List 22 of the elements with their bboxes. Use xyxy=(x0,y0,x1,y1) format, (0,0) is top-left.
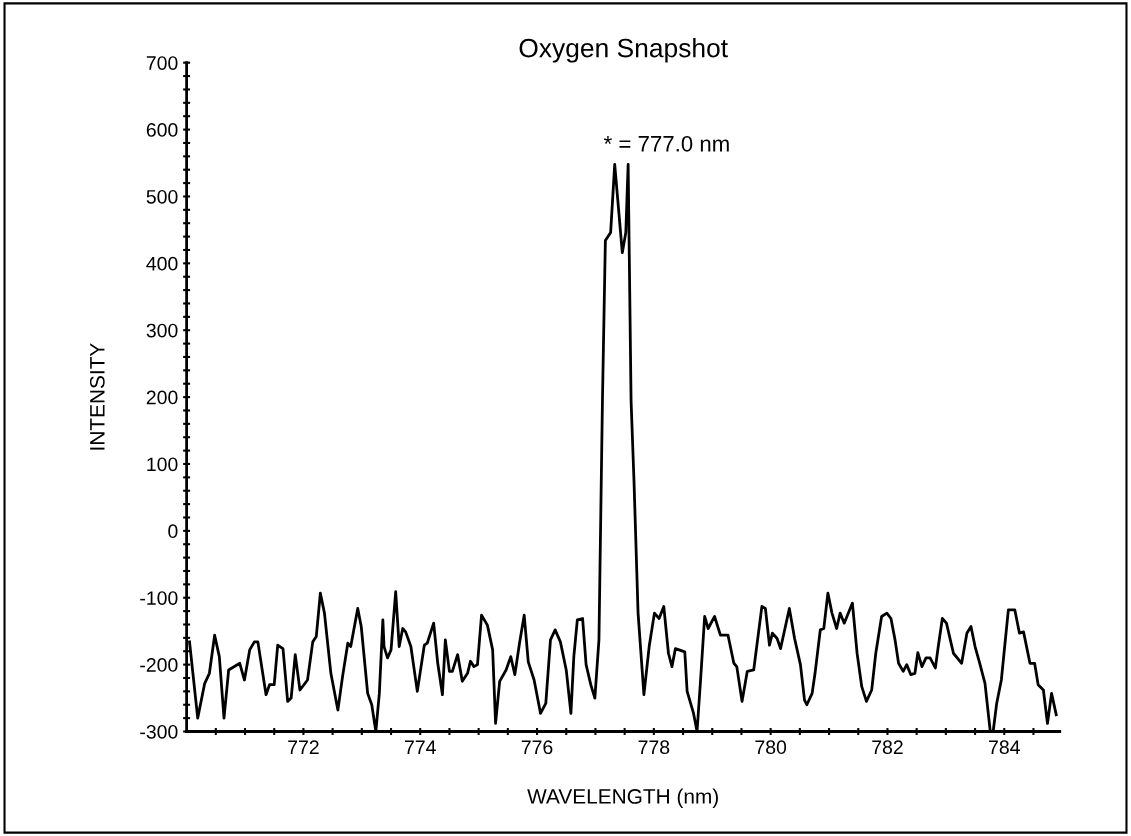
y-tick-label: 500 xyxy=(146,189,178,204)
y-tick-label: 200 xyxy=(146,390,178,405)
y-tick-label: 300 xyxy=(146,323,178,338)
x-tick-label: 780 xyxy=(755,740,787,755)
x-tick-label: 772 xyxy=(288,740,319,754)
y-tick-label: -200 xyxy=(140,658,178,672)
chart-title: Oxygen Snapshot xyxy=(519,38,728,63)
x-tick-label: 778 xyxy=(638,740,670,755)
x-tick-label: 784 xyxy=(989,740,1020,755)
y-tick-label: 100 xyxy=(147,457,178,472)
y-tick-label: 0 xyxy=(168,524,178,539)
x-tick-label: 776 xyxy=(521,740,553,755)
y-tick-label: 600 xyxy=(146,123,178,137)
y-axis-title: INTENSITY xyxy=(89,343,105,450)
x-axis-title: WAVELENGTH (nm) xyxy=(527,788,718,808)
y-tick-label: -300 xyxy=(140,724,178,739)
y-tick-label: 700 xyxy=(146,56,178,70)
annotation: * = 777.0 nm xyxy=(603,135,729,152)
x-tick-label: 774 xyxy=(405,740,436,754)
y-tick-label: 400 xyxy=(146,256,178,271)
x-tick-label: 782 xyxy=(872,740,903,755)
y-tick-label: -100 xyxy=(140,591,178,605)
